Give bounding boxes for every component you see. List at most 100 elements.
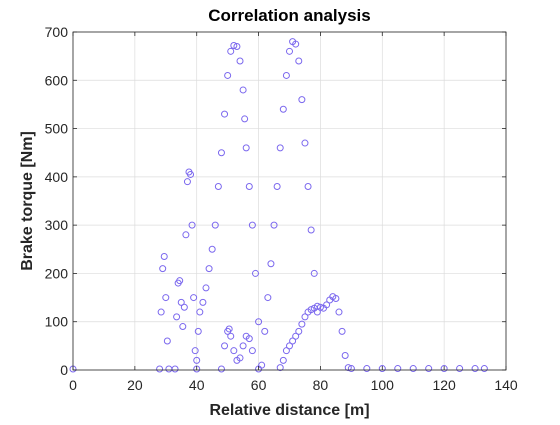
data-point — [205, 265, 213, 273]
data-point — [440, 365, 448, 373]
data-point — [344, 364, 352, 372]
x-tick-label: 100 — [371, 377, 395, 393]
data-point — [255, 318, 263, 326]
data-point — [261, 327, 269, 335]
data-point — [279, 105, 287, 113]
axes-frame — [72, 31, 507, 371]
data-point — [394, 365, 402, 373]
data-point — [276, 364, 284, 372]
data-point — [289, 337, 297, 345]
data-point — [295, 57, 303, 65]
data-point — [304, 183, 312, 191]
y-tick-label: 200 — [45, 265, 69, 281]
y-tick-label: 500 — [45, 121, 69, 137]
data-point — [295, 327, 303, 335]
data-point — [221, 110, 229, 118]
data-point — [298, 96, 306, 104]
data-point — [471, 365, 479, 373]
data-point — [208, 245, 216, 253]
data-point — [227, 47, 235, 55]
y-tick-label: 600 — [45, 72, 69, 88]
data-point — [190, 294, 198, 302]
x-tick-label: 120 — [432, 377, 456, 393]
data-point — [378, 365, 386, 373]
data-point — [323, 301, 331, 309]
data-point — [313, 302, 321, 310]
data-point — [292, 40, 300, 48]
data-point — [264, 294, 272, 302]
data-point — [159, 265, 167, 273]
y-tick-label: 300 — [45, 217, 69, 233]
data-point — [188, 221, 196, 229]
data-point — [332, 295, 340, 303]
data-point — [180, 303, 188, 311]
x-tick-label: 40 — [189, 377, 205, 393]
chart-title: Correlation analysis — [208, 6, 371, 25]
data-point — [199, 298, 207, 306]
data-point — [196, 308, 204, 316]
data-point — [224, 71, 232, 79]
data-point — [239, 342, 247, 350]
x-tick-label: 140 — [494, 377, 518, 393]
x-tick-label: 20 — [127, 377, 143, 393]
data-point — [316, 303, 324, 311]
data-point — [191, 347, 199, 355]
data-point — [214, 183, 222, 191]
data-point — [211, 221, 219, 229]
data-point — [230, 42, 238, 50]
y-tick-label: 700 — [45, 24, 69, 40]
data-point — [267, 260, 275, 268]
data-point — [241, 115, 249, 123]
data-point — [239, 86, 247, 94]
data-point — [298, 320, 306, 328]
data-point — [301, 139, 309, 147]
x-axis-label: Relative distance [m] — [209, 402, 369, 419]
data-point — [182, 231, 190, 239]
data-point — [409, 365, 417, 373]
data-point — [248, 347, 256, 355]
data-point — [217, 365, 225, 373]
data-point — [292, 332, 300, 340]
data-point — [245, 335, 253, 343]
data-point — [245, 183, 253, 191]
data-point — [176, 277, 184, 285]
data-point — [335, 308, 343, 316]
x-tick-label: 60 — [251, 377, 267, 393]
y-tick-label: 100 — [45, 314, 69, 330]
x-tick-label: 0 — [69, 377, 77, 393]
data-point — [282, 347, 290, 355]
data-point — [341, 352, 349, 360]
data-point — [179, 323, 187, 331]
data-point — [160, 253, 168, 261]
data-point — [230, 347, 238, 355]
data-point — [157, 308, 165, 316]
data-point — [347, 365, 355, 373]
data-point — [173, 313, 181, 321]
data-point — [307, 226, 315, 234]
y-tick-label: 0 — [60, 362, 68, 378]
data-point — [193, 356, 201, 364]
x-tick-label: 80 — [313, 377, 329, 393]
plot-area — [73, 32, 506, 370]
data-point — [251, 269, 259, 277]
data-point — [301, 313, 309, 321]
data-point — [310, 269, 318, 277]
data-point — [221, 342, 229, 350]
data-point — [187, 170, 195, 178]
data-point — [217, 149, 225, 157]
y-axis-label: Brake torque [Nm] — [19, 131, 36, 271]
data-point — [279, 356, 287, 364]
data-point — [183, 178, 191, 186]
data-point — [225, 325, 233, 333]
data-point — [425, 365, 433, 373]
data-point — [480, 365, 488, 373]
data-point — [177, 298, 185, 306]
data-point — [162, 294, 170, 302]
data-point — [242, 144, 250, 152]
data-points — [69, 38, 488, 373]
data-point — [236, 354, 244, 362]
data-point — [233, 42, 241, 50]
data-point — [338, 327, 346, 335]
